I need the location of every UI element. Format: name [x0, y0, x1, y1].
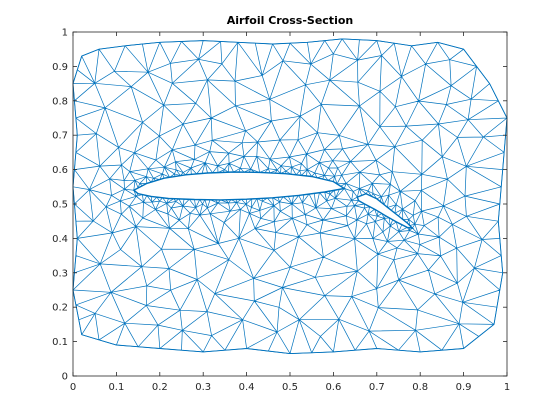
- outer-boundary: [72, 38, 508, 355]
- x-tick-label: 0: [70, 382, 76, 393]
- x-tick-label: 0.1: [108, 382, 124, 393]
- y-tick-label: 0.5: [52, 200, 68, 211]
- main-airfoil: [132, 171, 347, 201]
- y-tick-label: 0.8: [52, 96, 68, 107]
- y-tick-label: 0.3: [52, 268, 68, 279]
- tick-labels: 0 0.1 0.2 0.3 0.4 0.5 0.6 0.7 0.8 0.9 1 0 0.1 0.2 0.3 0…: [52, 28, 510, 394]
- y-tick-label: 0.4: [52, 234, 68, 245]
- y-tick-label: 0.2: [52, 303, 68, 314]
- y-tick-label: 0: [62, 372, 68, 383]
- airfoil-fill-layer: [132, 171, 415, 230]
- x-tick-label: 0.7: [369, 382, 385, 393]
- x-tick-label: 1: [504, 382, 510, 393]
- flap-airfoil: [356, 192, 415, 230]
- x-tick-label: 0.6: [325, 382, 341, 393]
- x-tick-label: 0.5: [282, 382, 298, 393]
- chart-title: Airfoil Cross-Section: [227, 14, 353, 27]
- x-tick-label: 0.9: [456, 382, 472, 393]
- x-tick-label: 0.3: [195, 382, 211, 393]
- x-tick-label: 0.2: [152, 382, 168, 393]
- mesh-layer: [72, 38, 508, 355]
- y-tick-label: 0.1: [52, 337, 68, 348]
- y-tick-label: 0.6: [52, 165, 68, 176]
- x-tick-label: 0.4: [239, 382, 255, 393]
- y-tick-label: 0.9: [52, 62, 68, 73]
- y-tick-label: 1: [62, 28, 68, 39]
- axes-layer: [72, 31, 508, 377]
- y-tick-label: 0.7: [52, 131, 68, 142]
- x-tick-label: 0.8: [412, 382, 428, 393]
